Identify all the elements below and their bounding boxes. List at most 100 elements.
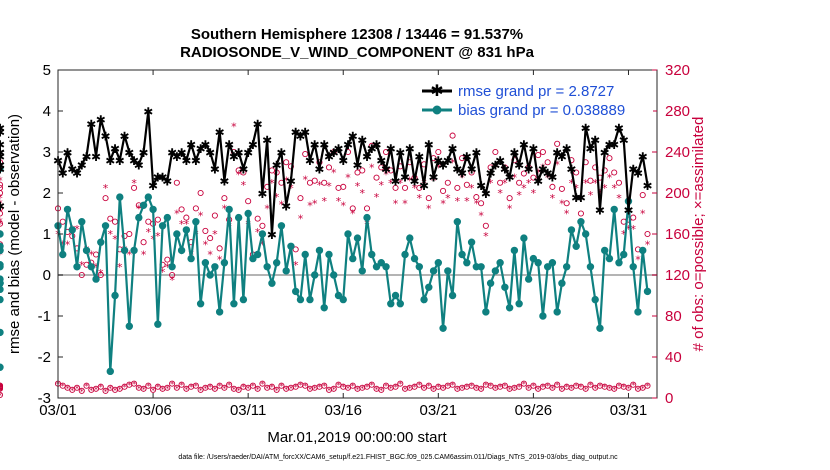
bias-point <box>496 259 504 267</box>
bottom-count-asterisk: * <box>422 384 426 393</box>
bottom-count-asterisk: * <box>99 383 103 392</box>
rmse-point: ✱ <box>400 171 410 185</box>
bias-point <box>306 295 314 304</box>
rmse-point: ✱ <box>619 134 629 148</box>
obs-possible-marker <box>259 222 266 229</box>
rmse-point: ✱ <box>405 142 415 156</box>
obs-possible-marker <box>425 195 432 202</box>
bottom-count-marker <box>97 383 104 390</box>
bias-point <box>429 267 438 275</box>
legend-rmse-marker: ✱ <box>430 81 443 100</box>
obs-assimilated-marker: * <box>474 197 480 210</box>
obs-assimilated-marker: * <box>469 182 475 195</box>
obs-assimilated-marker: * <box>65 238 71 251</box>
rmse-point: ✱ <box>614 121 624 135</box>
bias-point <box>529 254 538 263</box>
bottom-count-asterisk: * <box>0 382 2 391</box>
obs-assimilated-marker: * <box>455 195 461 208</box>
obs-assimilated-marker: * <box>355 180 361 193</box>
rmse-point: ✱ <box>72 167 82 181</box>
bottom-count-asterisk: * <box>265 384 269 393</box>
rmse-point: ✱ <box>124 146 134 160</box>
obs-possible-marker <box>535 152 542 159</box>
obs-possible-marker <box>401 184 409 191</box>
bias-point <box>196 300 205 308</box>
bottom-count-asterisk: * <box>408 384 412 393</box>
obs-possible-marker <box>330 148 337 156</box>
obs-assimilated-marker: * <box>203 238 209 251</box>
obs-assimilated-marker: * <box>127 249 133 262</box>
obs-assimilated-marker: * <box>379 179 385 192</box>
obs-possible-marker <box>254 215 261 222</box>
bottom-count-asterisk: * <box>279 382 283 391</box>
bottom-count-asterisk: * <box>389 384 393 393</box>
bottom-count-marker <box>368 381 375 388</box>
bias-point <box>73 263 81 271</box>
bottom-count-marker <box>378 386 385 393</box>
bottom-count-marker <box>173 384 180 391</box>
obs-assimilated-marker: * <box>478 210 484 223</box>
bottom-count-marker <box>302 382 309 389</box>
obs-possible-marker <box>435 148 442 156</box>
bottom-count-marker <box>83 382 90 389</box>
rmse-point: ✱ <box>177 146 187 160</box>
obs-possible-marker <box>454 184 461 191</box>
bias-point <box>639 246 647 255</box>
bottom-count-asterisk: * <box>322 382 326 391</box>
obs-possible-marker <box>131 184 138 191</box>
obs-assimilated-marker: * <box>298 213 304 226</box>
bottom-count-marker <box>164 384 171 391</box>
rmse-point: ✱ <box>524 162 534 176</box>
rmse-point: ✱ <box>238 162 248 176</box>
bias-point <box>192 218 200 226</box>
bottom-count-asterisk: * <box>118 385 122 394</box>
obs-assimilated-marker: * <box>402 197 408 210</box>
obs-assimilated-marker: * <box>583 177 589 190</box>
obs-assimilated-marker: * <box>398 177 404 190</box>
x-tick-label: 03/01 <box>39 402 77 419</box>
plot-background <box>58 70 657 398</box>
rmse-point: ✱ <box>419 179 429 193</box>
obs-assimilated-marker: * <box>212 228 218 241</box>
bias-point <box>505 304 514 312</box>
bottom-count-marker <box>131 380 138 387</box>
rmse-point: ✱ <box>509 146 519 160</box>
obs-assimilated-marker: * <box>74 223 80 236</box>
bias-point <box>382 263 390 271</box>
obs-possible-marker <box>287 163 294 170</box>
bottom-count-marker <box>501 382 508 389</box>
bias-point <box>0 328 4 337</box>
bottom-count-asterisk: * <box>156 383 160 392</box>
rmse-point: ✱ <box>623 203 633 217</box>
plot-area <box>58 70 657 398</box>
bias-point <box>401 250 409 259</box>
obs-possible-marker <box>459 155 466 162</box>
rmse-point: ✱ <box>381 162 391 176</box>
obs-possible-marker <box>463 181 470 188</box>
bias-point <box>420 295 428 304</box>
bias-point <box>220 259 229 267</box>
obs-assimilated-marker: * <box>279 198 285 211</box>
rmse-point: ✱ <box>162 175 172 189</box>
obs-assimilated-marker: * <box>184 218 190 231</box>
obs-possible-marker <box>102 195 109 202</box>
obs-assimilated-marker: * <box>360 187 366 200</box>
obs-possible-marker <box>0 184 4 191</box>
bias-point <box>524 275 533 283</box>
bottom-count-asterisk: * <box>479 385 483 394</box>
obs-assimilated-marker: * <box>79 259 85 272</box>
obs-assimilated-marker: * <box>526 177 532 190</box>
bias-point <box>458 250 466 259</box>
bottom-count-asterisk: * <box>0 391 2 400</box>
bias-point <box>463 259 471 267</box>
rmse-point: ✱ <box>495 154 505 168</box>
rmse-point: ✱ <box>0 121 5 135</box>
bottom-count-marker <box>349 382 356 389</box>
bottom-count-asterisk: * <box>132 380 136 389</box>
bottom-count-asterisk: * <box>275 386 279 395</box>
x-tick-label: 03/11 <box>230 402 266 419</box>
bias-point <box>387 300 395 308</box>
obs-possible-marker <box>0 159 4 166</box>
bottom-count-marker <box>254 385 261 392</box>
